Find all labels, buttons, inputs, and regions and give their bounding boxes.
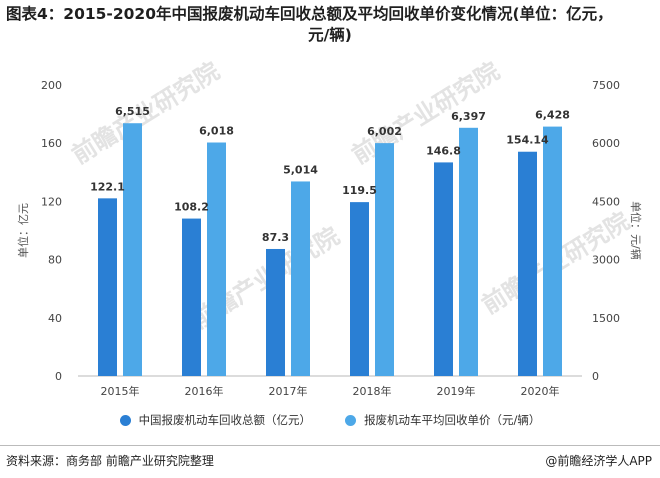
- chart-title-line-1: 图表4：2015-2020年中国报废机动车回收总额及平均回收单价变化情况(单位：…: [6, 5, 613, 23]
- x-tick-label-4: 2019年: [437, 384, 476, 398]
- data-label-unit-price-4: 6,397: [451, 110, 486, 123]
- data-label-total-2: 87.3: [262, 231, 289, 244]
- bar-total-4: [434, 162, 453, 376]
- data-label-total-5: 154.14: [506, 134, 549, 147]
- x-tick-label-1: 2016年: [185, 384, 224, 398]
- data-label-unit-price-5: 6,428: [535, 109, 570, 122]
- x-tick-label-3: 2018年: [353, 384, 392, 398]
- y-right-axis-title: 单位：元/辆: [629, 201, 643, 260]
- y-left-axis-title: 单位：亿元: [16, 203, 30, 258]
- chart-title: 图表4：2015-2020年中国报废机动车回收总额及平均回收单价变化情况(单位：…: [6, 4, 654, 46]
- y-right-tick-label-2: 3000: [592, 254, 620, 267]
- chart-area: 前瞻产业研究院前瞻产业研究院前瞻产业研究院前瞻产业研究院040801201602…: [16, 57, 643, 398]
- legend-item-total: 中国报废机动车回收总额（亿元）: [119, 412, 312, 428]
- y-left-tick-label-1: 40: [48, 312, 62, 325]
- bar-total-2: [266, 248, 285, 376]
- y-right-tick-label-4: 6000: [592, 137, 620, 150]
- chart-title-line-2: 元/辆): [308, 26, 352, 44]
- x-tick-label-2: 2017年: [269, 384, 308, 398]
- x-tick-label-5: 2020年: [521, 384, 560, 398]
- bar-unit-price-1: [207, 142, 226, 376]
- y-left-tick-label-4: 160: [41, 137, 62, 150]
- y-left-tick-label-5: 200: [41, 79, 62, 92]
- bar-unit-price-0: [123, 123, 142, 376]
- y-right-tick-label-0: 0: [592, 370, 599, 383]
- legend-label-total: 中国报废机动车回收总额（亿元）: [138, 413, 312, 427]
- footer-divider: [0, 445, 660, 446]
- data-label-total-0: 122.1: [90, 180, 125, 193]
- y-left-tick-label-3: 120: [41, 195, 62, 208]
- legend-marker-total: [119, 414, 131, 426]
- x-tick-label-0: 2015年: [101, 384, 140, 398]
- bar-unit-price-4: [459, 127, 478, 376]
- bar-total-5: [518, 151, 537, 376]
- bar-total-3: [350, 202, 369, 376]
- y-left-tick-label-0: 0: [55, 370, 62, 383]
- bar-unit-price-5: [543, 126, 562, 376]
- legend-item-unit-price: 报废机动车平均回收单价（元/辆）: [345, 412, 540, 428]
- data-label-unit-price-1: 6,018: [199, 125, 234, 138]
- y-left-tick-label-2: 80: [48, 254, 62, 267]
- bar-total-0: [98, 198, 117, 376]
- data-label-total-3: 119.5: [342, 184, 377, 197]
- source-note: 资料来源：商务部 前瞻产业研究院整理: [6, 454, 214, 468]
- data-label-unit-price-2: 5,014: [283, 163, 318, 176]
- bar-unit-price-3: [375, 143, 394, 376]
- bar-unit-price-2: [291, 181, 310, 376]
- legend-label-unit-price: 报废机动车平均回收单价（元/辆）: [364, 413, 541, 427]
- y-right-tick-label-1: 1500: [592, 312, 620, 325]
- data-label-unit-price-0: 6,515: [115, 105, 150, 118]
- data-label-unit-price-3: 6,002: [367, 125, 402, 138]
- bar-total-1: [182, 218, 201, 376]
- data-label-total-1: 108.2: [174, 201, 209, 214]
- y-right-tick-label-3: 4500: [592, 195, 620, 208]
- legend: 中国报废机动车回收总额（亿元） 报废机动车平均回收单价（元/辆）: [0, 412, 660, 428]
- data-label-total-4: 146.8: [426, 144, 461, 157]
- brand-credit: @前瞻经济学人APP: [545, 454, 652, 468]
- legend-marker-unit-price: [345, 414, 357, 426]
- y-right-tick-label-5: 7500: [592, 79, 620, 92]
